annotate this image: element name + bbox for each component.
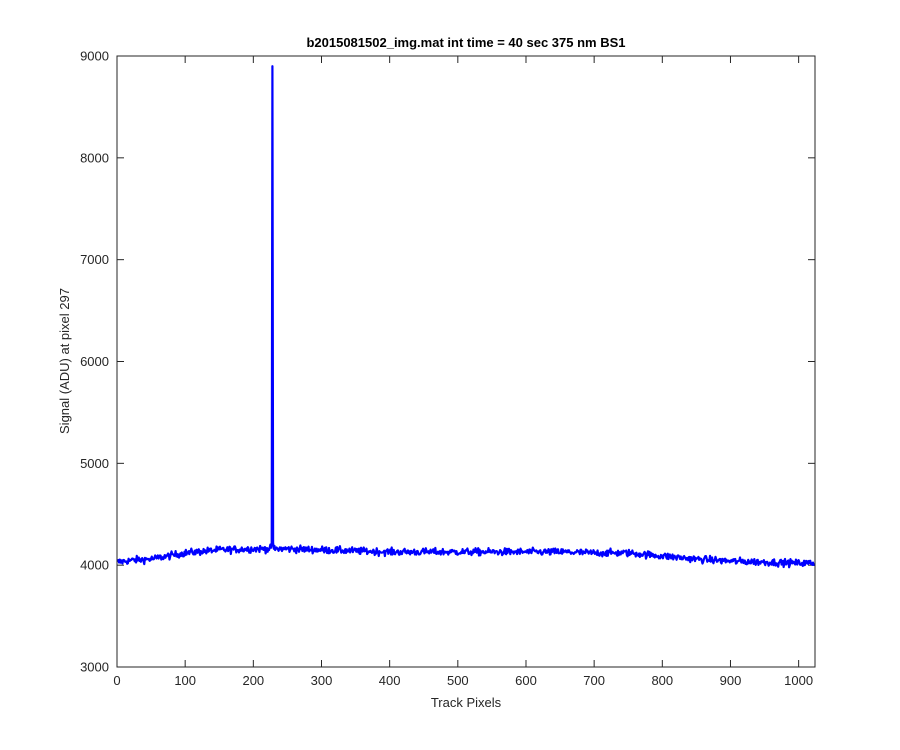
x-tick-label: 200	[242, 673, 264, 688]
x-axis-title: Track Pixels	[431, 695, 502, 710]
plot-background	[117, 56, 815, 667]
y-tick-label: 7000	[80, 252, 109, 267]
labels-layer: 0 100 200 300 400 500 600 700 800 900 1000 3000 4000…	[80, 49, 813, 689]
series-line-1	[116, 65, 816, 569]
x-tick-label: 0	[113, 673, 120, 688]
x-tick-label: 900	[720, 673, 742, 688]
y-tick-label: 3000	[80, 660, 109, 675]
plot-frame	[116, 55, 816, 668]
x-tick-label: 1000	[784, 673, 813, 688]
x-tick-label: 500	[447, 673, 469, 688]
y-tick-label: 6000	[80, 354, 109, 369]
series-layer	[116, 65, 816, 569]
x-tick-label: 700	[583, 673, 605, 688]
x-tick-label: 600	[515, 673, 537, 688]
y-axis-title: Signal (ADU) at pixel 297	[57, 288, 72, 434]
x-tick-label: 800	[651, 673, 673, 688]
chart-title: b2015081502_img.mat int time = 40 sec 37…	[306, 35, 625, 50]
y-tick-label: 8000	[80, 150, 109, 165]
x-tick-label: 100	[174, 673, 196, 688]
y-tick-label: 5000	[80, 456, 109, 471]
y-tick-label: 9000	[80, 49, 109, 64]
x-tick-label: 400	[379, 673, 401, 688]
y-tick-label: 4000	[80, 558, 109, 573]
x-tick-label: 300	[311, 673, 333, 688]
